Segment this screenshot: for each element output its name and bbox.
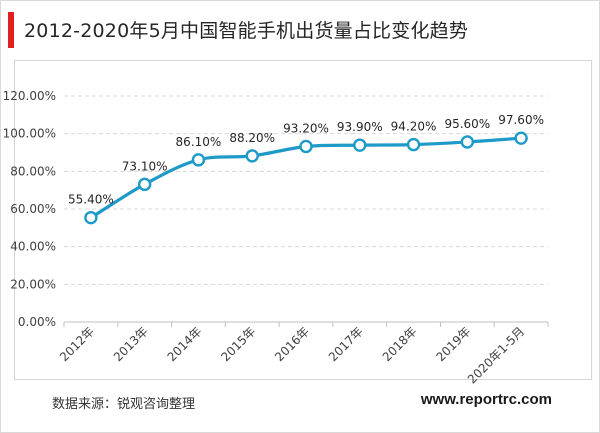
y-tick-label: 20.00% bbox=[10, 277, 56, 291]
data-label: 93.90% bbox=[337, 120, 383, 134]
x-tick-label: 2019年 bbox=[433, 324, 473, 364]
data-point bbox=[191, 153, 206, 167]
data-label: 93.20% bbox=[283, 121, 329, 135]
data-label: 97.60% bbox=[498, 113, 544, 127]
data-point bbox=[84, 210, 98, 225]
data-label: 88.20% bbox=[229, 131, 275, 145]
y-tick-label: 0.00% bbox=[18, 315, 56, 329]
website-watermark: www.reportrc.com bbox=[420, 391, 552, 408]
data-label: 94.20% bbox=[391, 120, 437, 134]
x-tick-label: 2017年 bbox=[326, 324, 366, 364]
data-point bbox=[137, 177, 152, 192]
data-point bbox=[353, 138, 367, 152]
data-label: 55.40% bbox=[68, 193, 114, 207]
data-label: 86.10% bbox=[176, 135, 222, 149]
data-source-note: 数据来源：锐观咨询整理 bbox=[52, 397, 196, 412]
y-tick-label: 80.00% bbox=[10, 164, 56, 178]
y-tick-label: 120.00% bbox=[3, 89, 56, 103]
x-tick-label: 2015年 bbox=[218, 324, 258, 364]
data-point bbox=[245, 149, 259, 163]
x-tick-label: 2013年 bbox=[111, 324, 151, 364]
data-label: 95.60% bbox=[444, 117, 490, 131]
x-tick-label: 2020年1-5月 bbox=[465, 324, 527, 386]
data-point bbox=[514, 131, 528, 145]
x-tick-label: 2016年 bbox=[272, 324, 312, 364]
data-point bbox=[460, 135, 475, 149]
title-accent-bar bbox=[8, 12, 14, 48]
chart-area bbox=[14, 60, 592, 380]
y-tick-label: 40.00% bbox=[10, 240, 56, 254]
page-title: 2012-2020年5月中国智能手机出货量占比变化趋势 bbox=[24, 20, 469, 42]
x-tick-label: 2012年 bbox=[57, 324, 97, 364]
y-tick-label: 100.00% bbox=[3, 127, 56, 141]
x-tick-label: 2018年 bbox=[380, 324, 420, 364]
y-tick-label: 60.00% bbox=[10, 202, 56, 216]
data-point bbox=[299, 139, 313, 154]
data-point bbox=[406, 137, 421, 152]
x-tick-label: 2014年 bbox=[165, 324, 205, 364]
data-label: 73.10% bbox=[122, 159, 168, 173]
